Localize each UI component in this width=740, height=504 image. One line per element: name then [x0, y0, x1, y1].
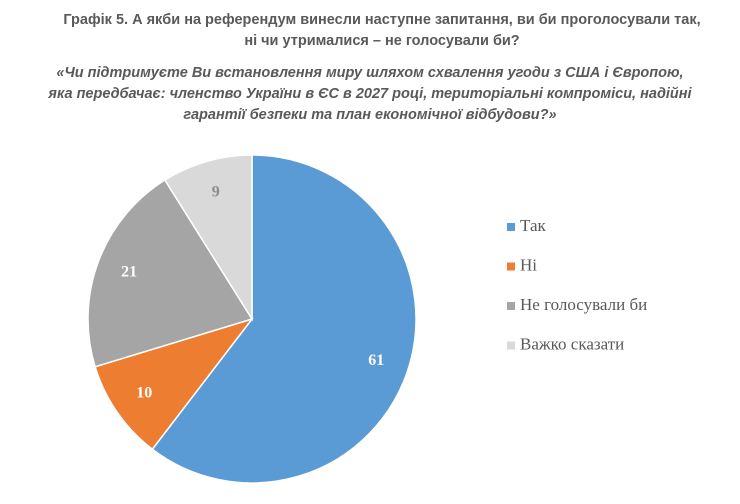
- pie-slice: [87, 179, 254, 368]
- data-label: 9: [212, 184, 220, 201]
- pie-slice: [151, 154, 417, 484]
- legend-label: Ні: [520, 255, 537, 274]
- chart-title: ні чи утрималися – не голосували би?: [244, 33, 519, 49]
- pie-slice: [163, 154, 253, 322]
- legend-swatch: [507, 223, 515, 231]
- data-label: 61: [368, 352, 384, 369]
- legend-swatch: [507, 302, 515, 310]
- chart-subtitle: «Чи підтримуєте Ви встановлення миру шля…: [56, 65, 683, 81]
- legend-label: Так: [520, 216, 547, 235]
- legend-label: Не голосували би: [520, 295, 647, 314]
- legend-swatch: [507, 341, 515, 350]
- legend-swatch: [507, 262, 515, 271]
- data-label: 21: [121, 264, 137, 281]
- legend-label: Важко сказати: [520, 334, 624, 353]
- data-label: 10: [136, 384, 152, 401]
- chart-title: Графік 5. А якби на референдум винесли н…: [63, 12, 700, 28]
- pie-slice: [94, 317, 255, 451]
- chart-subtitle: гарантії безпеки та план економічної від…: [183, 107, 556, 123]
- chart-subtitle: яка передбачає: членство України в ЄС в …: [47, 86, 692, 102]
